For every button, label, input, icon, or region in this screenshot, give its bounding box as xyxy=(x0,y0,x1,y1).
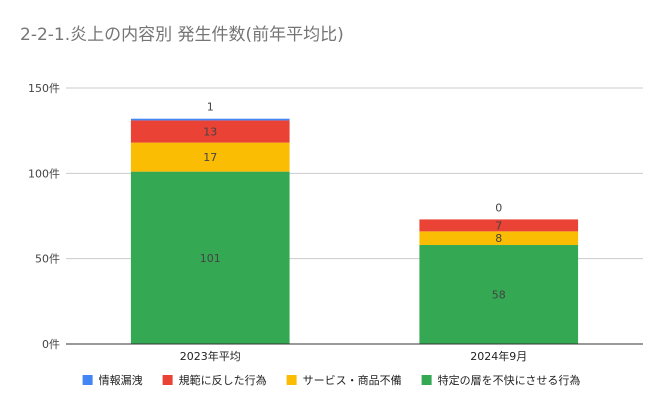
legend-swatch xyxy=(82,375,93,385)
x-tick-label: 2023年平均 xyxy=(180,349,241,363)
legend-item[interactable]: 情報漏洩 xyxy=(82,373,143,387)
legend-label: サービス・商品不備 xyxy=(303,373,402,387)
bar-segment[interactable] xyxy=(130,171,290,344)
bar-segment[interactable] xyxy=(419,219,579,232)
bar-segment[interactable] xyxy=(419,245,579,344)
data-label: 1 xyxy=(207,101,214,114)
legend-label: 特定の層を不快にさせる行為 xyxy=(438,373,581,387)
legend[interactable]: 情報漏洩 規範に反した行為 サービス・商品不備 特定の層を不快にさせる行為 xyxy=(82,373,581,387)
legend-label: 情報漏洩 xyxy=(99,373,143,387)
data-labels: 101 17 13 1 58 87 0 xyxy=(200,101,506,302)
y-tick-label: 150件 xyxy=(28,82,60,95)
data-label: 17 xyxy=(203,151,217,164)
data-label: 101 xyxy=(200,252,221,265)
bar-segment[interactable] xyxy=(419,231,579,246)
bar-segment[interactable] xyxy=(130,118,290,121)
chart-title: 2-2-1.炎上の内容別 発生件数(前年平均比) xyxy=(20,25,344,45)
legend-item[interactable]: 規範に反した行為 xyxy=(162,373,267,387)
bar-segment[interactable] xyxy=(130,120,290,143)
legend-swatch xyxy=(286,375,297,385)
x-tick-label: 2024年9月 xyxy=(470,349,527,363)
axis: 0件 50件 100件 150件 2023年平均 2024年9月 xyxy=(28,82,643,363)
y-tick-label: 0件 xyxy=(42,338,60,351)
data-label: 8 xyxy=(495,232,502,245)
bar-segment[interactable] xyxy=(130,142,290,172)
legend-swatch xyxy=(162,375,173,385)
data-label: 0 xyxy=(495,201,502,214)
legend-label: 規範に反した行為 xyxy=(179,373,267,387)
legend-item[interactable]: 特定の層を不快にさせる行為 xyxy=(421,373,581,387)
y-tick-label: 100件 xyxy=(28,167,60,180)
legend-swatch xyxy=(421,375,432,385)
data-label: 7 xyxy=(495,219,502,232)
data-label: 13 xyxy=(203,126,217,139)
y-tick-label: 50件 xyxy=(35,253,60,266)
bars xyxy=(130,118,579,344)
data-label: 58 xyxy=(492,289,506,302)
legend-item[interactable]: サービス・商品不備 xyxy=(286,373,402,387)
